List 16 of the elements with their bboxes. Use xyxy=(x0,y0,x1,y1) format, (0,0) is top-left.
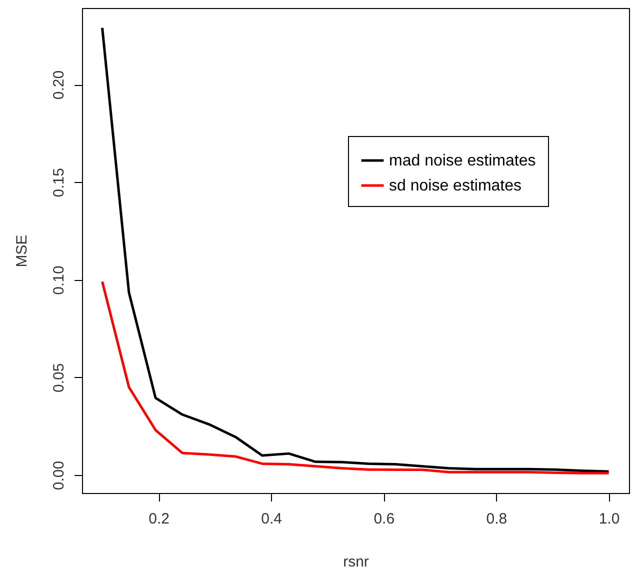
line-series xyxy=(101,280,610,474)
line-series xyxy=(101,26,610,473)
x-tick-label: 0.2 xyxy=(148,510,170,528)
x-tick-label: 0.8 xyxy=(486,510,508,528)
y-tick-label: 0.15 xyxy=(50,168,68,198)
y-tick-label: 0.05 xyxy=(50,363,68,393)
y-tick-label: 0.00 xyxy=(50,460,68,490)
y-axis-title: MSE xyxy=(14,234,30,268)
y-tick-label: 0.20 xyxy=(50,70,68,100)
legend-label: mad noise estimates xyxy=(389,152,536,170)
x-tick-label: 0.4 xyxy=(261,510,282,528)
x-tick-label: 0.6 xyxy=(374,510,395,528)
legend-label: sd noise estimates xyxy=(389,178,522,194)
x-axis-title: rsnr xyxy=(343,554,369,570)
x-tick-label: 1.0 xyxy=(598,510,620,528)
y-tick-label: 0.10 xyxy=(50,266,68,295)
